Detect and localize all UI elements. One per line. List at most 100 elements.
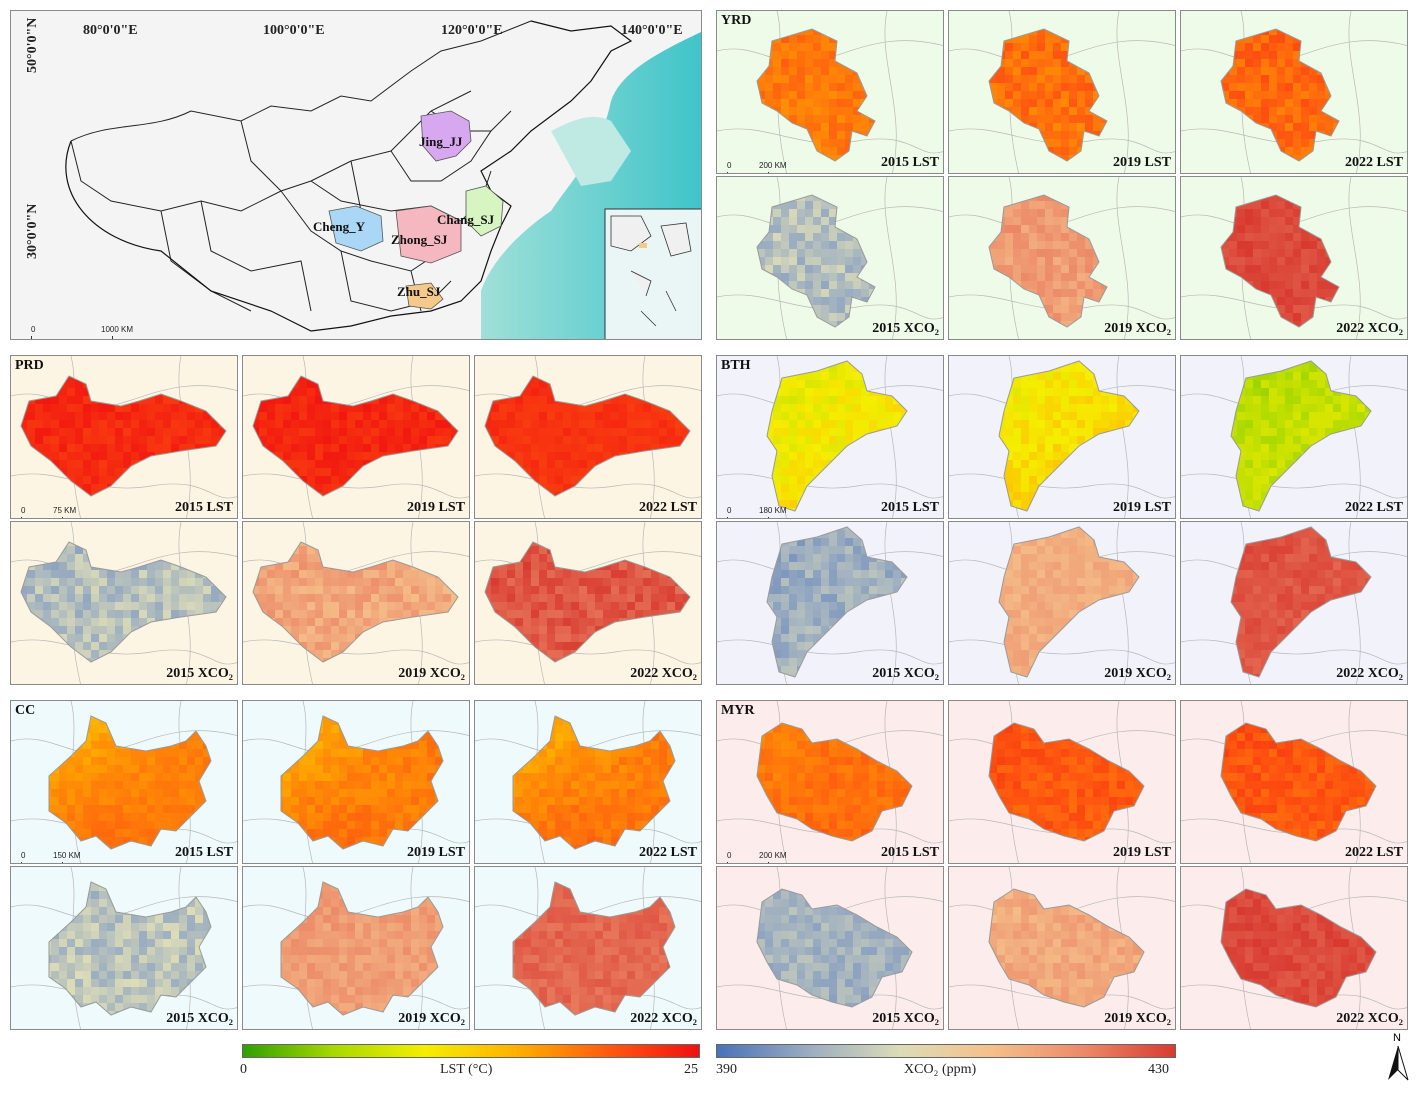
raster-cell xyxy=(411,436,419,444)
raster-cell xyxy=(323,420,331,428)
raster-cell xyxy=(1245,273,1253,281)
raster-cell xyxy=(941,265,944,273)
raster-cell xyxy=(1205,75,1213,83)
raster-cell xyxy=(1205,281,1213,289)
raster-cell xyxy=(1021,233,1029,241)
raster-cell xyxy=(829,265,837,273)
raster-cell xyxy=(1165,11,1173,19)
raster-cell xyxy=(1333,51,1339,59)
raster-cell xyxy=(1045,139,1053,147)
raster-cell xyxy=(1173,27,1176,35)
raster-cell xyxy=(1333,155,1339,161)
sea-area-east xyxy=(551,116,631,186)
raster-cell xyxy=(1349,281,1357,289)
raster-cell xyxy=(1173,163,1176,171)
raster-cell xyxy=(717,107,725,115)
raster-cell xyxy=(901,43,909,51)
raster-cell xyxy=(1237,305,1245,313)
raster-cell xyxy=(1077,115,1085,123)
raster-cell xyxy=(435,356,443,364)
raster-cell xyxy=(59,444,67,452)
raster-cell xyxy=(1261,321,1269,327)
raster-cell xyxy=(1213,91,1221,99)
raster-cell xyxy=(427,412,435,420)
raster-cell xyxy=(941,185,944,193)
raster-cell xyxy=(733,193,741,201)
raster-cell xyxy=(1333,11,1341,19)
raster-cell xyxy=(1005,265,1013,273)
raster-cell xyxy=(1045,201,1053,209)
raster-cell xyxy=(877,297,885,305)
raster-cell xyxy=(1101,257,1107,265)
raster-cell xyxy=(733,257,741,265)
raster-cell xyxy=(1261,99,1269,107)
raster-cell xyxy=(1333,233,1339,241)
raster-cell xyxy=(917,91,925,99)
raster-cell xyxy=(307,444,315,452)
raster-cell xyxy=(1197,321,1205,329)
raster-cell xyxy=(99,412,107,420)
raster-cell xyxy=(1277,225,1285,233)
raster-cell xyxy=(1029,67,1037,75)
raster-cell xyxy=(949,131,957,139)
raster-cell xyxy=(997,185,1005,193)
raster-cell xyxy=(933,99,941,107)
raster-cell xyxy=(1173,337,1176,340)
raster-cell xyxy=(1005,123,1013,131)
raster-cell xyxy=(179,428,187,436)
raster-cell xyxy=(323,356,331,364)
raster-cell xyxy=(877,131,885,139)
raster-cell xyxy=(483,364,491,372)
raster-cell xyxy=(1397,147,1405,155)
raster-cell xyxy=(941,139,944,147)
raster-cell xyxy=(1357,147,1365,155)
raster-cell xyxy=(1045,249,1053,257)
raster-cell xyxy=(1341,281,1349,289)
raster-cell xyxy=(1165,249,1173,257)
raster-cell xyxy=(1157,27,1165,35)
raster-cell xyxy=(107,508,115,516)
raster-cell xyxy=(805,209,813,217)
raster-cell xyxy=(699,356,702,364)
raster-cell xyxy=(1085,313,1093,321)
raster-cell xyxy=(91,380,99,388)
raster-cell xyxy=(99,468,107,476)
raster-cell xyxy=(933,233,941,241)
raster-cell xyxy=(1029,91,1037,99)
raster-cell xyxy=(797,19,805,27)
raster-cell xyxy=(1389,257,1397,265)
raster-cell xyxy=(1317,19,1325,27)
raster-cell xyxy=(1381,59,1389,67)
raster-cell xyxy=(355,468,363,476)
raster-cell xyxy=(243,364,251,372)
raster-cell xyxy=(829,233,837,241)
raster-cell xyxy=(845,297,853,305)
raster-cell xyxy=(187,468,195,476)
raster-cell xyxy=(1245,83,1253,91)
raster-cell xyxy=(1389,233,1397,241)
raster-cell xyxy=(299,380,307,388)
raster-cell xyxy=(267,476,275,484)
raster-cell xyxy=(1333,83,1339,91)
raster-cell xyxy=(259,380,267,388)
raster-cell xyxy=(973,35,981,43)
raster-cell xyxy=(235,412,238,420)
raster-cell xyxy=(363,476,371,484)
raster-cell xyxy=(957,225,965,233)
raster-cell xyxy=(1405,209,1408,217)
raster-cell xyxy=(813,83,821,91)
raster-cell xyxy=(989,329,997,337)
raster-cell xyxy=(797,321,805,327)
raster-cell xyxy=(789,337,797,340)
raster-cell xyxy=(1029,107,1037,115)
raster-cell xyxy=(1285,265,1293,273)
raster-cell xyxy=(1125,59,1133,67)
raster-cell xyxy=(67,412,75,420)
raster-cell xyxy=(957,115,965,123)
raster-cell xyxy=(1285,297,1293,305)
raster-cell xyxy=(83,436,91,444)
raster-cell xyxy=(139,412,147,420)
raster-cell xyxy=(837,233,845,241)
raster-cell xyxy=(925,147,933,155)
raster-cell xyxy=(733,305,741,313)
